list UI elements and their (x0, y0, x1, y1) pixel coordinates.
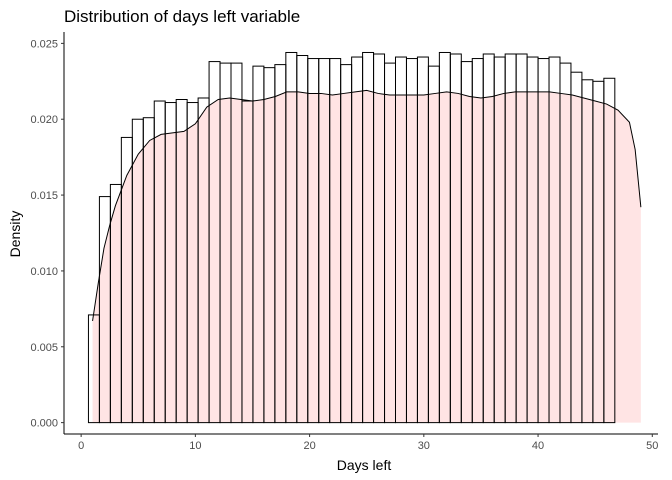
histogram-bar (603, 77, 616, 424)
histogram-bars (87, 51, 616, 424)
x-tick-label: 0 (78, 440, 84, 452)
plot-area (87, 51, 642, 424)
density-layer (92, 90, 641, 423)
density-line-layer (92, 89, 642, 322)
y-tick-label: 0.025 (30, 38, 58, 50)
chart-title: Distribution of days left variable (64, 7, 300, 26)
x-tick-label: 50 (646, 440, 658, 452)
y-tick-label: 0.005 (30, 342, 58, 354)
x-axis-title: Days left (337, 457, 392, 473)
y-tick-label: 0.015 (30, 190, 58, 202)
y-axis: 0.000 0.005 0.010 0.015 0.020 0.025 (30, 32, 65, 434)
x-tick-label: 40 (532, 440, 544, 452)
y-tick-label: 0.020 (30, 114, 58, 126)
density-line (92, 89, 642, 322)
y-axis-title: Density (7, 211, 23, 258)
x-axis: 0 10 20 30 40 50 (64, 433, 658, 452)
y-tick-label: 0.000 (30, 418, 58, 430)
y-tick-label: 0.010 (30, 266, 58, 278)
x-tick-label: 30 (418, 440, 430, 452)
density-area (92, 90, 641, 423)
x-tick-label: 20 (303, 440, 315, 452)
x-tick-label: 10 (189, 440, 201, 452)
